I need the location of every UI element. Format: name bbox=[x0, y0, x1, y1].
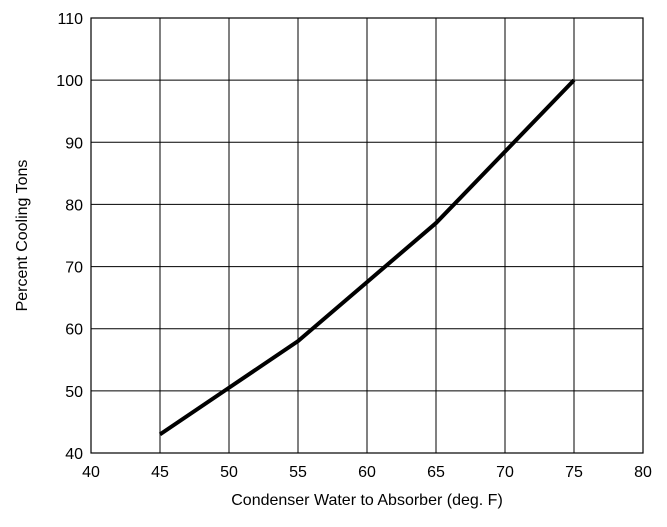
x-tick-label: 60 bbox=[358, 464, 376, 481]
x-tick-label: 80 bbox=[634, 464, 652, 481]
x-axis-title: Condenser Water to Absorber (deg. F) bbox=[231, 492, 503, 509]
x-tick-labels: 40 45 50 55 60 65 70 75 80 bbox=[82, 464, 652, 481]
y-tick-label: 80 bbox=[65, 197, 83, 214]
y-tick-labels: 40 50 60 70 80 90 100 110 bbox=[56, 11, 83, 463]
y-tick-label: 90 bbox=[65, 135, 83, 152]
plot-frame bbox=[90, 17, 644, 454]
grid bbox=[90, 17, 644, 454]
y-axis-title: Percent Cooling Tons bbox=[14, 160, 31, 312]
y-tick-label: 60 bbox=[65, 322, 83, 339]
y-tick-label: 50 bbox=[65, 384, 83, 401]
y-tick-label: 40 bbox=[65, 446, 83, 463]
y-tick-label: 70 bbox=[65, 260, 83, 277]
series-layer bbox=[158, 78, 576, 437]
y-tick-label: 100 bbox=[56, 73, 83, 90]
x-tick-label: 45 bbox=[151, 464, 169, 481]
x-tick-label: 75 bbox=[565, 464, 583, 481]
series-line bbox=[158, 78, 576, 437]
x-tick-label: 65 bbox=[427, 464, 445, 481]
y-tick-label: 110 bbox=[57, 11, 83, 28]
x-tick-label: 40 bbox=[82, 464, 100, 481]
x-tick-label: 70 bbox=[496, 464, 514, 481]
x-tick-label: 50 bbox=[220, 464, 238, 481]
x-tick-label: 55 bbox=[289, 464, 307, 481]
